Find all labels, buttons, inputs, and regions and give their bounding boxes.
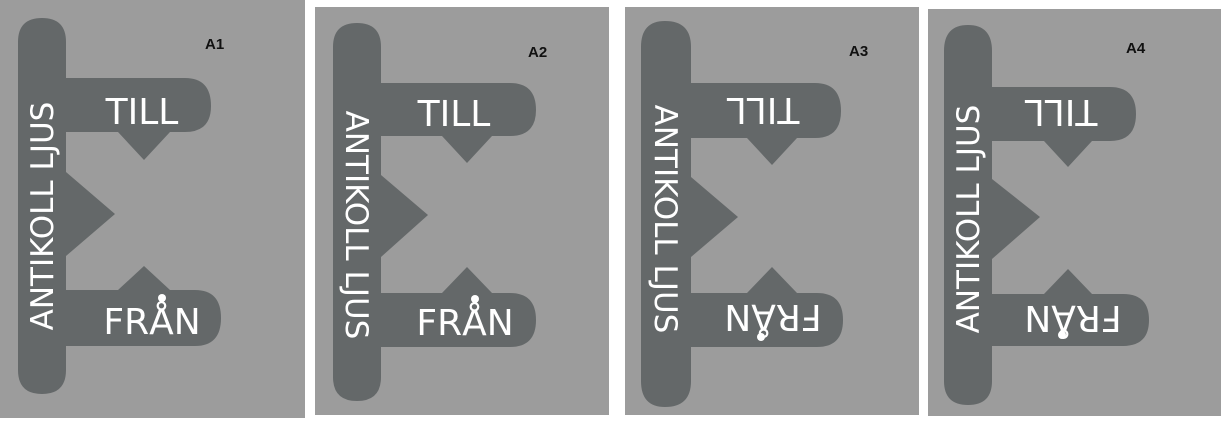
fran-label: FRÅN — [103, 300, 200, 343]
panel-label: A1 — [205, 36, 225, 53]
ring-dot — [757, 333, 765, 341]
vertical-label: ANTIKOLL LJUS — [338, 111, 374, 340]
panel-a1: ANTIKOLL LJUS TILL FRÅN A1 — [0, 0, 305, 418]
ring-dot — [471, 295, 479, 303]
till-label: TILL — [727, 89, 801, 130]
till-label: TILL — [105, 92, 179, 133]
fran-label: FRÅN — [724, 296, 821, 339]
panel-label: A3 — [849, 43, 869, 60]
switch-plate: ANTIKOLL LJUS TILL FRÅN — [641, 21, 843, 407]
panel-a2: ANTIKOLL LJUS TILL FRÅN A2 — [315, 7, 609, 415]
plate-shape — [944, 25, 1149, 405]
switch-plate: ANTIKOLL LJUS TILL FRÅN — [18, 18, 221, 394]
panel-label: A4 — [1126, 40, 1146, 57]
plate-shape — [641, 21, 843, 407]
ring-dot — [158, 294, 166, 302]
switch-plate: ANTIKOLL LJUS TILL FRÅN — [333, 23, 536, 401]
ring-dot — [1058, 331, 1066, 339]
fran-label: FRÅN — [1024, 297, 1121, 340]
till-label: TILL — [417, 94, 491, 135]
plate-shape — [18, 18, 221, 394]
till-label: TILL — [1025, 91, 1099, 132]
panel-a4: ANTIKOLL LJUS TILL FRÅN A4 — [928, 9, 1221, 416]
fran-label: FRÅN — [416, 301, 513, 344]
plate-shape — [333, 23, 536, 401]
vertical-label: ANTIKOLL LJUS — [647, 105, 683, 334]
panel-a3: ANTIKOLL LJUS TILL FRÅN A3 — [625, 7, 919, 415]
vertical-label: ANTIKOLL LJUS — [951, 105, 987, 334]
vertical-label: ANTIKOLL LJUS — [25, 102, 61, 331]
panel-label: A2 — [528, 44, 548, 61]
switch-plate: ANTIKOLL LJUS TILL FRÅN — [944, 25, 1149, 405]
